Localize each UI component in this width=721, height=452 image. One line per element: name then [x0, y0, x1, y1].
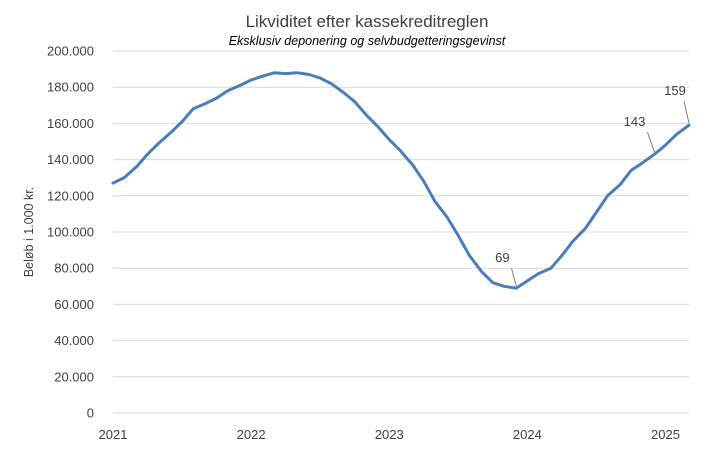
data-label: 143	[624, 114, 646, 129]
y-tick-label: 60.000	[54, 297, 94, 312]
y-tick-label: 180.000	[47, 80, 94, 95]
chart-title: Likviditet efter kassekreditreglen	[246, 12, 489, 31]
leader-line	[683, 101, 690, 124]
data-label: 69	[495, 250, 509, 265]
gridlines	[113, 50, 689, 414]
y-tick-label: 40.000	[54, 333, 94, 348]
annotations: 69 143 159	[495, 83, 690, 287]
y-tick-label: 160.000	[47, 116, 94, 131]
y-tick-label: 200.000	[47, 44, 94, 59]
x-tick-label: 2023	[375, 427, 404, 442]
x-tick-label: 2021	[99, 427, 128, 442]
y-tick-label: 20.000	[54, 369, 94, 384]
y-tick-label: 120.000	[47, 188, 94, 203]
series-line	[111, 71, 691, 290]
series-layer	[111, 71, 691, 290]
chart-subtitle: Eksklusiv deponering og selvbudgettering…	[229, 34, 506, 48]
y-tick-label: 80.000	[54, 261, 94, 276]
y-tick-label: 100.000	[47, 225, 94, 240]
data-label: 159	[664, 83, 686, 98]
leader-line	[510, 267, 517, 287]
y-axis-label: Beløb i 1.000 kr.	[22, 187, 36, 277]
x-tick-label: 2025	[651, 427, 680, 442]
y-tick-label: 0	[87, 406, 94, 421]
y-axis-ticks: 0 20.000 40.000 60.000 80.000 100.000 120.000 1…	[47, 44, 94, 421]
x-tick-label: 2024	[513, 427, 542, 442]
leader-line	[646, 132, 655, 153]
y-tick-label: 140.000	[47, 152, 94, 167]
x-axis-ticks: 2021 2022 2023 2024 2025	[99, 427, 680, 442]
x-tick-label: 2022	[237, 427, 266, 442]
